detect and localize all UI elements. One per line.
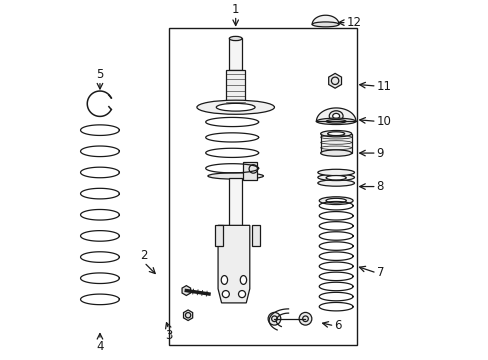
Ellipse shape <box>325 120 346 123</box>
Circle shape <box>267 312 280 325</box>
Ellipse shape <box>240 275 246 284</box>
Bar <box>214 225 223 247</box>
Text: 11: 11 <box>376 80 391 93</box>
Bar <box>229 39 242 70</box>
Ellipse shape <box>332 113 339 119</box>
Text: 12: 12 <box>346 16 361 29</box>
Bar <box>320 134 351 153</box>
Text: 8: 8 <box>376 180 383 193</box>
Bar <box>251 225 260 247</box>
Text: 9: 9 <box>376 147 384 159</box>
Ellipse shape <box>317 180 354 186</box>
Ellipse shape <box>229 36 242 41</box>
Circle shape <box>222 291 229 298</box>
Bar <box>228 178 242 250</box>
Text: 1: 1 <box>231 3 239 15</box>
Text: 3: 3 <box>164 329 172 342</box>
Ellipse shape <box>328 111 343 121</box>
Ellipse shape <box>319 197 352 204</box>
Polygon shape <box>328 73 341 88</box>
Ellipse shape <box>320 131 351 137</box>
Bar <box>168 28 357 345</box>
Ellipse shape <box>216 103 255 111</box>
Ellipse shape <box>317 169 354 176</box>
Ellipse shape <box>327 132 344 136</box>
Ellipse shape <box>325 198 346 203</box>
Polygon shape <box>182 285 190 296</box>
Bar <box>225 70 245 105</box>
Text: 2: 2 <box>140 249 147 262</box>
Ellipse shape <box>221 275 227 284</box>
Polygon shape <box>183 310 192 320</box>
Ellipse shape <box>207 173 263 179</box>
Ellipse shape <box>197 100 274 114</box>
Ellipse shape <box>320 150 351 156</box>
Circle shape <box>238 291 245 298</box>
Ellipse shape <box>316 118 355 125</box>
Text: 4: 4 <box>96 340 103 353</box>
Ellipse shape <box>317 174 354 181</box>
Text: 7: 7 <box>376 266 384 279</box>
Bar <box>242 162 256 180</box>
Text: 6: 6 <box>334 319 341 332</box>
Circle shape <box>299 312 311 325</box>
Ellipse shape <box>325 176 346 180</box>
Text: 5: 5 <box>96 68 103 81</box>
Polygon shape <box>218 225 249 303</box>
Text: 10: 10 <box>376 115 391 128</box>
Ellipse shape <box>311 22 338 27</box>
